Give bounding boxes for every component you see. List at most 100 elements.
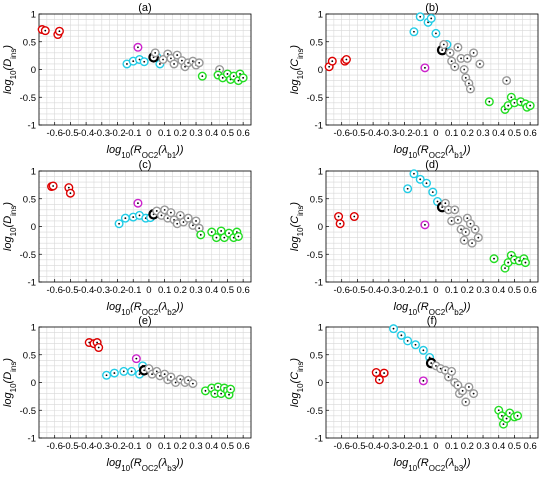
y-tick-label: -0.5 (20, 406, 36, 417)
grid-lines (325, 170, 539, 283)
data-point-center (422, 379, 425, 382)
x-tick-label: 0.5 (221, 441, 234, 452)
panel-title: (a) (138, 2, 151, 14)
data-point-center (162, 58, 164, 61)
data-point-center (375, 371, 378, 374)
x-axis-label: log10(ROC2(λb2)) (394, 301, 471, 317)
data-point-center (137, 202, 139, 205)
data-point-center (516, 414, 519, 417)
y-tick-label: 0.5 (310, 350, 323, 361)
y-tick-label: 0 (31, 222, 36, 233)
data-point-center (493, 257, 495, 260)
x-tick-label: 0.5 (508, 285, 521, 296)
data-point-center (155, 210, 158, 212)
data-point-center (430, 362, 433, 364)
y-tick-label: 0 (318, 65, 323, 76)
panel-e: (e)-0.6 -0.5 -0.4 -0.3 -0.2 -0.1 0 0.1 0.2 0.3 0.4… (2, 315, 252, 473)
y-tick-label: 0.5 (310, 194, 323, 205)
data-point-center (472, 392, 475, 395)
data-point-center (160, 214, 163, 217)
x-tick-label: -0.4 (365, 441, 381, 452)
data-point-center (174, 381, 177, 384)
y-axis-label: log10(Dins) (2, 45, 18, 94)
y-axis-label: log10(Cins) (289, 202, 305, 251)
data-point-center (170, 376, 172, 378)
x-tick-label: 0.1 (158, 128, 171, 139)
x-tick-label: 0.3 (476, 441, 489, 452)
x-tick-label: 0.1 (158, 285, 171, 296)
data-point-center (166, 53, 169, 55)
series-group (37, 25, 64, 40)
data-point-center (159, 63, 161, 65)
y-tick-label: 0.5 (310, 37, 323, 48)
x-tick-label: 0.6 (524, 128, 537, 139)
data-point-center (181, 59, 183, 62)
data-point-center (113, 372, 116, 374)
data-point-center (138, 373, 141, 376)
data-point-center (126, 63, 128, 65)
x-tick-label: -0.5 (62, 285, 78, 296)
x-tick-label: -0.6 (334, 128, 350, 139)
data-point-center (105, 374, 108, 377)
series-group (150, 48, 225, 74)
data-point-center (198, 227, 201, 230)
data-point-center (510, 254, 513, 257)
data-point-center (460, 57, 462, 60)
x-tick-label: -0.1 (412, 285, 428, 296)
series-group (420, 220, 430, 230)
data-point-center (135, 357, 138, 360)
y-axis-label: log10(Dins) (2, 358, 18, 407)
x-tick-label: -0.4 (78, 128, 94, 139)
x-tick-label: -0.2 (396, 285, 412, 296)
data-point-center (453, 208, 456, 211)
x-axis-label: log10(ROC2(λb1)) (394, 144, 471, 160)
data-point-center (228, 232, 230, 235)
x-tick-label: 0.2 (174, 441, 187, 452)
data-point-center (392, 327, 395, 330)
series-group (484, 92, 535, 114)
data-point-center (138, 214, 141, 217)
data-point-center (464, 76, 467, 79)
data-point-center (170, 211, 172, 214)
data-point-center (132, 216, 135, 218)
data-point-center (478, 63, 481, 65)
data-point-center (435, 364, 437, 367)
data-point-center (464, 231, 467, 233)
data-point-center (210, 231, 213, 233)
data-point-center (130, 370, 133, 373)
data-point-center (328, 65, 331, 68)
data-point-center (176, 222, 179, 225)
x-tick-label: -0.3 (94, 128, 110, 139)
y-tick-label: 0.5 (23, 350, 36, 361)
x-tick-label: 0.6 (237, 285, 250, 296)
x-tick-label: -0.1 (412, 128, 428, 139)
data-point-center (176, 54, 179, 56)
data-point-center (210, 387, 213, 389)
series-group (489, 250, 530, 273)
y-tick-label: -1 (315, 434, 323, 445)
data-point-center (400, 334, 403, 337)
x-tick-label: 0.6 (237, 441, 250, 452)
x-tick-label: 0.4 (492, 128, 505, 139)
x-tick-label: 0.3 (476, 128, 489, 139)
data-point-center (44, 29, 47, 32)
series-group (133, 198, 143, 208)
series-group (133, 42, 143, 52)
x-tick-label: 0.3 (189, 128, 202, 139)
data-point-center (468, 82, 470, 85)
data-point-center (430, 17, 433, 20)
data-point-center (215, 236, 218, 239)
x-tick-label: 0.4 (205, 441, 218, 452)
x-tick-label: 0.4 (205, 285, 218, 296)
data-point-center (453, 65, 456, 68)
y-tick-label: 1 (318, 323, 323, 334)
x-tick-label: -0.1 (125, 285, 141, 296)
data-point-center (502, 423, 505, 426)
x-tick-label: 0.5 (508, 128, 521, 139)
x-tick-label: -0.1 (125, 441, 141, 452)
series-group (196, 226, 243, 243)
data-point-center (507, 104, 510, 107)
data-point-center (213, 392, 216, 395)
data-point-center (179, 214, 182, 217)
series-group (439, 40, 512, 94)
